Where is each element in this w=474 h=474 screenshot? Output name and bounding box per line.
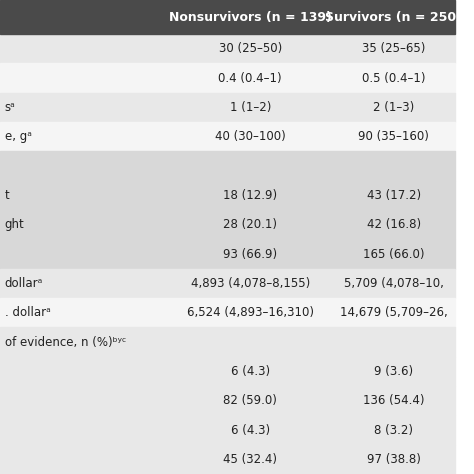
Text: 35 (25–65): 35 (25–65) — [362, 42, 425, 55]
Text: 82 (59.0): 82 (59.0) — [223, 394, 277, 407]
Text: 43 (17.2): 43 (17.2) — [366, 189, 421, 202]
Bar — [0, 122, 455, 151]
Text: 136 (54.4): 136 (54.4) — [363, 394, 424, 407]
Bar — [0, 151, 455, 181]
Bar — [0, 386, 455, 415]
Bar — [0, 328, 455, 357]
Text: sᵃ: sᵃ — [5, 101, 15, 114]
Text: 0.5 (0.4–1): 0.5 (0.4–1) — [362, 72, 425, 85]
Bar — [0, 0, 455, 34]
Text: 42 (16.8): 42 (16.8) — [366, 218, 421, 231]
Bar — [0, 210, 455, 239]
Text: 97 (38.8): 97 (38.8) — [367, 453, 420, 466]
Text: . dollarᵃ: . dollarᵃ — [5, 306, 50, 319]
Bar — [0, 415, 455, 445]
Bar — [0, 269, 455, 298]
Text: 9 (3.6): 9 (3.6) — [374, 365, 413, 378]
Text: 14,679 (5,709–26,: 14,679 (5,709–26, — [340, 306, 447, 319]
Text: of evidence, n (%)ᵇʸᶜ: of evidence, n (%)ᵇʸᶜ — [5, 336, 126, 348]
Text: 6 (4.3): 6 (4.3) — [231, 423, 270, 437]
Text: ght: ght — [5, 218, 24, 231]
Text: 90 (35–160): 90 (35–160) — [358, 130, 429, 143]
Bar — [0, 181, 455, 210]
Text: 165 (66.0): 165 (66.0) — [363, 247, 424, 261]
Text: 6,524 (4,893–16,310): 6,524 (4,893–16,310) — [187, 306, 314, 319]
Bar — [0, 357, 455, 386]
Text: Survivors (n = 250): Survivors (n = 250) — [325, 10, 462, 24]
Bar — [0, 239, 455, 269]
Text: 4,893 (4,078–8,155): 4,893 (4,078–8,155) — [191, 277, 310, 290]
Text: 28 (20.1): 28 (20.1) — [223, 218, 277, 231]
Bar — [0, 34, 455, 64]
Text: 2 (1–3): 2 (1–3) — [373, 101, 414, 114]
Text: 30 (25–50): 30 (25–50) — [219, 42, 282, 55]
Text: Nonsurvivors (n = 139): Nonsurvivors (n = 139) — [169, 10, 332, 24]
Bar — [0, 445, 455, 474]
Text: 18 (12.9): 18 (12.9) — [223, 189, 277, 202]
Text: 93 (66.9): 93 (66.9) — [223, 247, 277, 261]
Text: 6 (4.3): 6 (4.3) — [231, 365, 270, 378]
Text: 0.4 (0.4–1): 0.4 (0.4–1) — [219, 72, 282, 85]
Bar — [0, 298, 455, 328]
Bar — [0, 64, 455, 93]
Text: 1 (1–2): 1 (1–2) — [229, 101, 271, 114]
Text: t: t — [5, 189, 9, 202]
Text: e, gᵃ: e, gᵃ — [5, 130, 31, 143]
Text: 5,709 (4,078–10,: 5,709 (4,078–10, — [344, 277, 444, 290]
Text: dollarᵃ: dollarᵃ — [5, 277, 43, 290]
Text: 45 (32.4): 45 (32.4) — [223, 453, 277, 466]
Bar — [0, 93, 455, 122]
Text: 8 (3.2): 8 (3.2) — [374, 423, 413, 437]
Text: 40 (30–100): 40 (30–100) — [215, 130, 286, 143]
